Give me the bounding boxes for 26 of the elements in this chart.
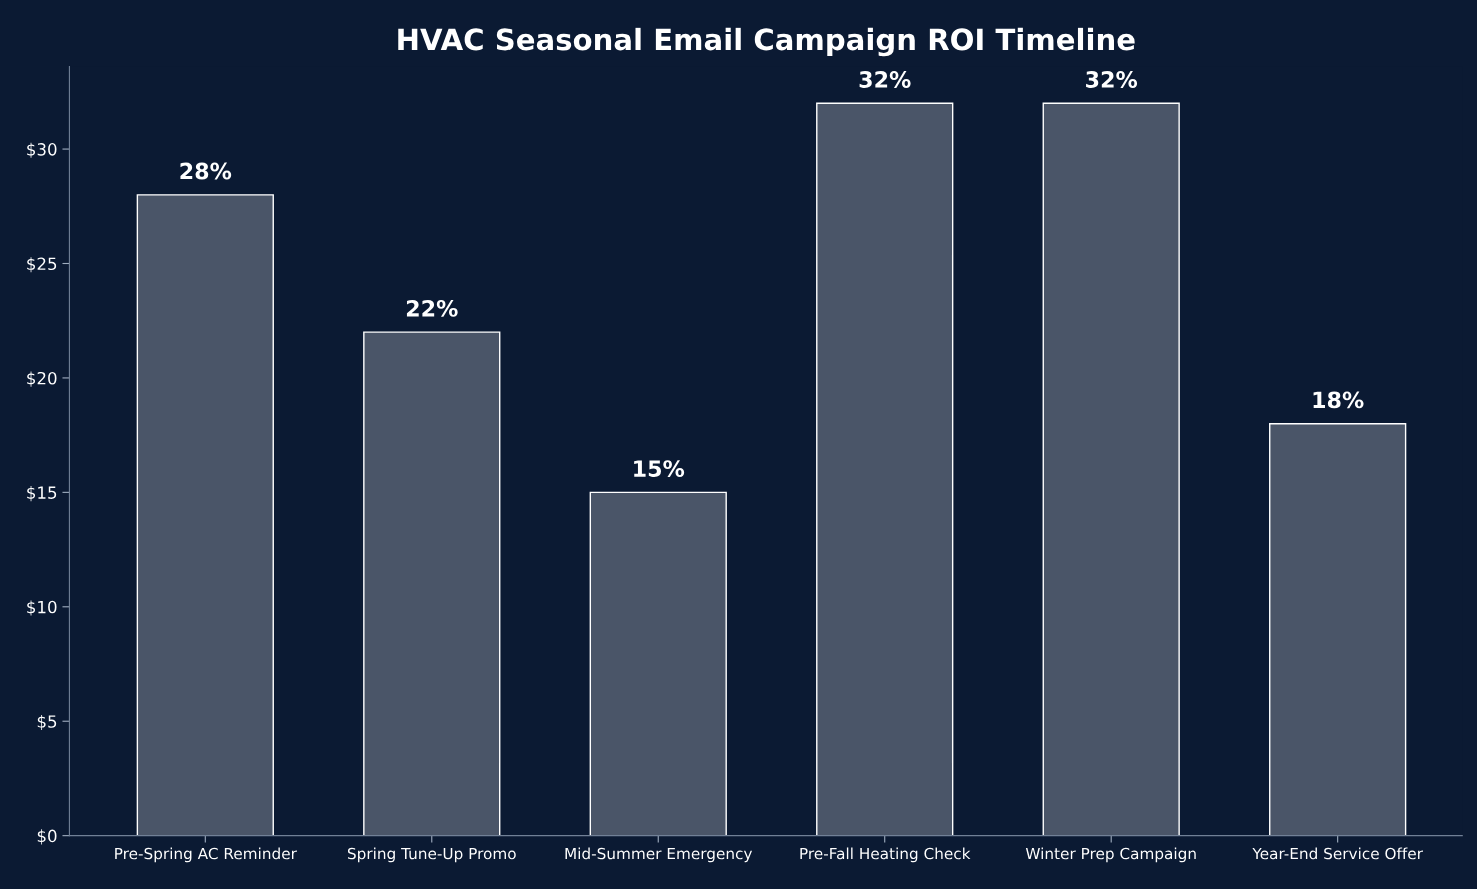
data-label: 18%: [1313, 391, 1364, 409]
y-tick-label: $0: [37, 829, 57, 845]
x-tick-label: Mid-Summer Emergency: [565, 847, 753, 863]
y-tick-label: $30: [27, 142, 57, 158]
x-tick-label: Winter Prep Campaign: [1025, 847, 1196, 863]
y-tick-label: $20: [27, 371, 57, 387]
data-label: 28%: [180, 162, 232, 180]
x-tick-label: Pre-Spring AC Reminder: [115, 847, 297, 863]
chart-title: HVAC Seasonal Email Campaign ROI Timeline: [398, 27, 1135, 57]
y-tick-label: $25: [27, 257, 57, 273]
bar: [136, 194, 274, 836]
y-tick-label: $15: [27, 486, 57, 502]
bar: [363, 331, 501, 836]
bar: [1269, 423, 1407, 836]
y-tick-label: $10: [27, 600, 57, 616]
data-label: 32%: [1086, 71, 1138, 88]
data-label: 32%: [859, 71, 911, 88]
bar: [1042, 102, 1180, 836]
bar: [816, 102, 954, 836]
x-tick-label: Pre-Fall Heating Check: [800, 847, 971, 863]
y-tick-label: $5: [37, 714, 57, 731]
data-label: 22%: [406, 299, 458, 317]
x-tick-label: Year-End Service Offer: [1252, 847, 1423, 860]
data-label: 15%: [634, 460, 685, 477]
x-tick-label: Spring Tune-Up Promo: [347, 847, 516, 863]
bar: [589, 491, 727, 836]
